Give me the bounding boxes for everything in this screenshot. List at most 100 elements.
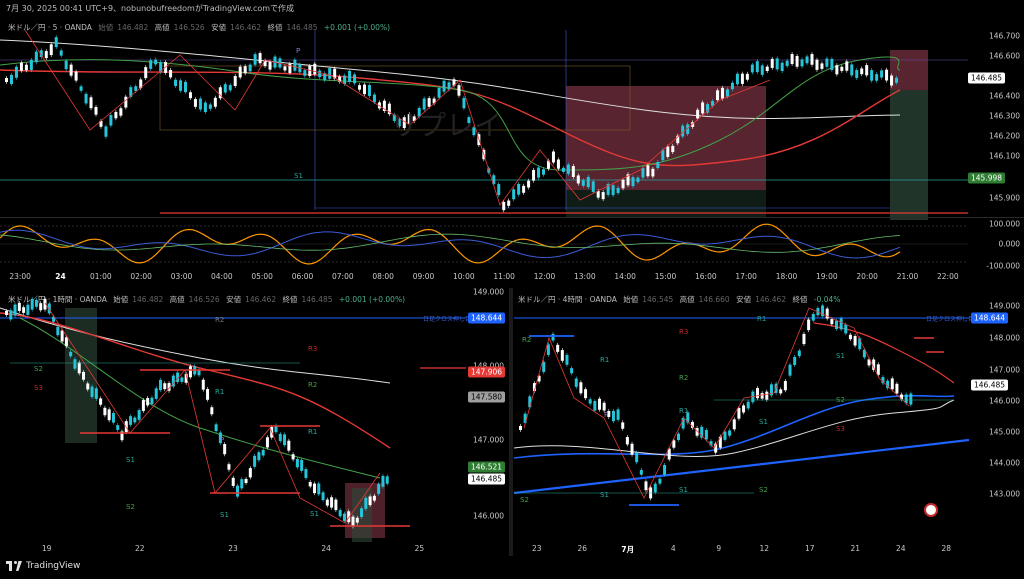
candle-body <box>696 109 700 119</box>
y-tick: 148.000 <box>473 362 504 371</box>
candle-body <box>723 431 727 440</box>
candle-body <box>462 97 466 109</box>
candle-body <box>333 68 337 79</box>
candle-body <box>9 310 13 320</box>
x-tick: 05:00 <box>251 272 273 281</box>
pivot-label: S2 <box>34 365 43 373</box>
candle-body <box>77 362 81 374</box>
y-tick: 147.000 <box>988 365 1020 375</box>
candle-body <box>800 59 804 67</box>
candle-body <box>372 94 376 103</box>
candle-body <box>447 82 451 90</box>
candle-body <box>197 370 201 376</box>
top-x-axis[interactable]: 23:00 24 01:00 02:00 03:00 04:00 05:00 06:00 07:… <box>0 272 968 284</box>
candle-body <box>728 430 732 436</box>
candle-body <box>821 305 825 317</box>
x-tick: 23 <box>228 544 238 553</box>
candle-body <box>523 413 527 423</box>
candle-body <box>591 181 595 192</box>
pivot-label: R1 <box>600 356 610 364</box>
candle-body <box>392 114 396 121</box>
candle-body <box>895 383 899 394</box>
candle-body <box>146 398 150 406</box>
candle-body <box>860 68 864 75</box>
four-hour-x-axis[interactable]: 23 26 7月 4 9 12 17 21 24 28 <box>514 544 969 556</box>
candle-body <box>9 74 13 85</box>
x-tick: 22:00 <box>937 272 959 281</box>
candle-body <box>641 168 645 178</box>
symbol-label[interactable]: 米ドル／円 · 4時間 · OANDA <box>518 295 617 304</box>
candle-body <box>274 425 278 433</box>
x-tick: 01:00 <box>90 272 112 281</box>
x-tick: 28 <box>941 544 952 553</box>
four-hour-price-chart[interactable] <box>514 288 969 542</box>
candle-body <box>835 65 839 75</box>
top-chart-pane[interactable]: 米ドル／円 · 5 · OANDA 始値 146.482 高値 146.526 安値… <box>0 14 1024 286</box>
oscillator-pane[interactable] <box>0 218 968 270</box>
price-tag-white: 146.485 <box>468 473 506 485</box>
candle-body <box>872 359 876 370</box>
candle-body <box>793 356 797 365</box>
candle-body <box>278 58 282 68</box>
candle-body <box>742 405 746 413</box>
candle-body <box>56 326 60 336</box>
close-label: 終値 <box>267 23 283 32</box>
candle-body <box>830 319 834 325</box>
candle-body <box>616 187 620 193</box>
hourly-legend: 米ドル／円 · 1時間 · OANDA 始値 146.482 高値 146.526 … <box>8 294 409 305</box>
four-hour-chart-pane[interactable]: 米ドル／円 · 4時間 · OANDA 始値 146.545 高値 146.660 … <box>514 288 1024 556</box>
candle-body <box>60 330 64 342</box>
x-tick: 09:00 <box>412 272 435 281</box>
open-value: 146.545 <box>642 295 674 304</box>
y-tick: 146.200 <box>988 131 1020 141</box>
x-tick: 23 <box>531 544 542 553</box>
y-tick: 146.000 <box>988 396 1020 406</box>
tradingview-brand[interactable]: TradingView <box>6 561 80 571</box>
pane-divider[interactable] <box>509 288 513 556</box>
candle-body <box>39 50 43 57</box>
fourhour-candles <box>519 303 913 501</box>
candle-body <box>756 388 759 399</box>
top-y-axis[interactable]: 146.700 146.600 146.400 146.300 146.200 … <box>968 14 1024 224</box>
candle-body <box>845 61 849 71</box>
candle-body <box>810 54 814 65</box>
hourly-chart-pane[interactable]: 米ドル／円 · 1時間 · OANDA 始値 146.482 高値 146.526 … <box>0 288 508 556</box>
price-tag-gray: 147.580 <box>468 391 506 403</box>
candle-body <box>49 44 53 56</box>
candle-body <box>313 483 316 494</box>
candle-body <box>690 421 694 428</box>
candle-body <box>556 159 560 169</box>
candle-body <box>94 388 98 399</box>
hourly-x-axis[interactable]: 19 22 23 24 25 <box>0 544 466 556</box>
candle-body <box>551 333 555 341</box>
us-flag-icon[interactable] <box>924 503 938 517</box>
candle-body <box>381 475 385 487</box>
candle-body <box>84 93 88 104</box>
four-hour-y-axis[interactable]: 149.000 148.000 147.000 146.000 145.000 … <box>969 288 1024 538</box>
candle-body <box>853 336 857 346</box>
candle-body <box>355 517 359 523</box>
candle-body <box>368 496 372 506</box>
candle-body <box>176 372 180 383</box>
candle-body <box>666 146 670 157</box>
candle-body <box>129 87 133 97</box>
candle-body <box>89 97 93 109</box>
candle-body <box>34 300 38 307</box>
candle-body <box>681 418 685 429</box>
top-price-chart[interactable] <box>0 20 968 220</box>
candle-body <box>338 510 342 517</box>
candle-body <box>198 98 202 110</box>
open-label: 始値 <box>113 295 129 304</box>
hourly-y-axis[interactable]: 149.000 148.000 147.000 146.000 <box>466 288 508 538</box>
candle-body <box>750 64 754 73</box>
symbol-label[interactable]: 米ドル／円 · 5 · OANDA <box>8 23 92 32</box>
y-tick: 143.000 <box>988 489 1020 499</box>
symbol-label[interactable]: 米ドル／円 · 1時間 · OANDA <box>8 295 107 304</box>
candle-body <box>167 383 171 391</box>
pivot-label: S3 <box>34 384 43 392</box>
candle-body <box>790 54 794 64</box>
hourly-price-chart[interactable] <box>0 288 466 542</box>
candle-body <box>218 432 222 444</box>
x-tick: 12:00 <box>533 272 556 281</box>
candle-body <box>114 111 118 119</box>
